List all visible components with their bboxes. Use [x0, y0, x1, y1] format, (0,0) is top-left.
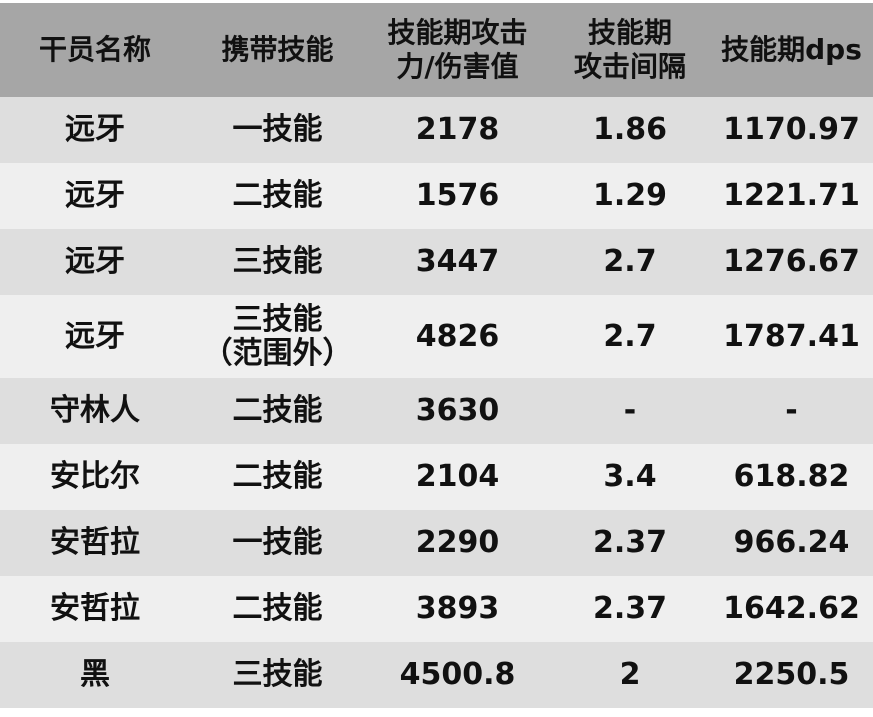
cell-dps: - [710, 378, 873, 444]
table-row: 安哲拉 二技能 3893 2.37 1642.62 [0, 576, 873, 642]
header-text: 力/伤害值 [396, 50, 519, 83]
cell-operator-name: 远牙 [0, 163, 190, 229]
cell-attack: 2178 [365, 97, 550, 163]
cell-attack: 3630 [365, 378, 550, 444]
cell-skill: 二技能 [190, 444, 365, 510]
cell-operator-name: 远牙 [0, 229, 190, 295]
cell-dps: 1170.97 [710, 97, 873, 163]
header-row: 干员名称 携带技能 技能期攻击 力/伤害值 技能期 攻击间隔 技能期dps [0, 3, 873, 97]
header-operator-name: 干员名称 [0, 3, 190, 97]
cell-interval: 2.7 [550, 229, 710, 295]
cell-dps: 1276.67 [710, 229, 873, 295]
table-row: 远牙 二技能 1576 1.29 1221.71 [0, 163, 873, 229]
skill-text: 三技能 [232, 244, 323, 279]
cell-skill: 一技能 [190, 97, 365, 163]
cell-interval: 2.37 [550, 510, 710, 576]
cell-operator-name: 守林人 [0, 378, 190, 444]
cell-interval: 1.86 [550, 97, 710, 163]
table-row: 远牙 三技能 3447 2.7 1276.67 [0, 229, 873, 295]
cell-interval: 3.4 [550, 444, 710, 510]
cell-operator-name: 安哲拉 [0, 576, 190, 642]
skill-text: 三技能 [232, 301, 323, 337]
skill-text: 一技能 [232, 112, 323, 147]
table-row: 黑 三技能 4500.8 2 2250.5 [0, 642, 873, 708]
cell-skill: 三技能 [190, 229, 365, 295]
cell-attack: 3447 [365, 229, 550, 295]
dps-table: 干员名称 携带技能 技能期攻击 力/伤害值 技能期 攻击间隔 技能期dps 远牙 一技能 217… [0, 3, 873, 708]
table-row: 远牙 一技能 2178 1.86 1170.97 [0, 97, 873, 163]
header-text: 干员名称 [38, 33, 151, 66]
cell-skill: 一技能 [190, 510, 365, 576]
skill-text: 二技能 [232, 393, 323, 428]
cell-attack: 4826 [365, 295, 550, 378]
cell-dps: 1221.71 [710, 163, 873, 229]
cell-dps: 1787.41 [710, 295, 873, 378]
skill-text: 三技能 [232, 657, 323, 692]
header-text: 技能期 [587, 16, 672, 49]
skill-text: 二技能 [232, 178, 323, 213]
skill-text: 一技能 [232, 525, 323, 560]
cell-dps: 1642.62 [710, 576, 873, 642]
cell-interval: 2.7 [550, 295, 710, 378]
cell-operator-name: 黑 [0, 642, 190, 708]
cell-operator-name: 安哲拉 [0, 510, 190, 576]
cell-operator-name: 远牙 [0, 295, 190, 378]
cell-dps: 966.24 [710, 510, 873, 576]
cell-interval: - [550, 378, 710, 444]
skill-text: （范围外） [202, 335, 353, 371]
table-row: 远牙 三技能 （范围外） 4826 2.7 1787.41 [0, 295, 873, 378]
cell-attack: 2104 [365, 444, 550, 510]
cell-skill: 三技能 （范围外） [190, 295, 365, 378]
header-dps: 技能期dps [710, 3, 873, 97]
cell-skill: 二技能 [190, 576, 365, 642]
skill-text: 二技能 [232, 459, 323, 494]
cell-interval: 2 [550, 642, 710, 708]
cell-dps: 618.82 [710, 444, 873, 510]
table-row: 安哲拉 一技能 2290 2.37 966.24 [0, 510, 873, 576]
header-text: 技能期攻击 [387, 16, 528, 49]
cell-attack: 4500.8 [365, 642, 550, 708]
header-text: 攻击间隔 [573, 50, 686, 83]
cell-operator-name: 安比尔 [0, 444, 190, 510]
header-skill: 携带技能 [190, 3, 365, 97]
cell-attack: 3893 [365, 576, 550, 642]
cell-interval: 1.29 [550, 163, 710, 229]
cell-attack: 1576 [365, 163, 550, 229]
cell-attack: 2290 [365, 510, 550, 576]
cell-operator-name: 远牙 [0, 97, 190, 163]
table-row: 安比尔 二技能 2104 3.4 618.82 [0, 444, 873, 510]
cell-skill: 二技能 [190, 378, 365, 444]
cell-interval: 2.37 [550, 576, 710, 642]
cell-skill: 三技能 [190, 642, 365, 708]
header-interval: 技能期 攻击间隔 [550, 3, 710, 97]
header-text: 技能期dps [721, 33, 862, 66]
cell-skill: 二技能 [190, 163, 365, 229]
cell-dps: 2250.5 [710, 642, 873, 708]
skill-text: 二技能 [232, 591, 323, 626]
header-attack: 技能期攻击 力/伤害值 [365, 3, 550, 97]
header-text: 携带技能 [221, 33, 334, 66]
table-row: 守林人 二技能 3630- - [0, 378, 873, 444]
